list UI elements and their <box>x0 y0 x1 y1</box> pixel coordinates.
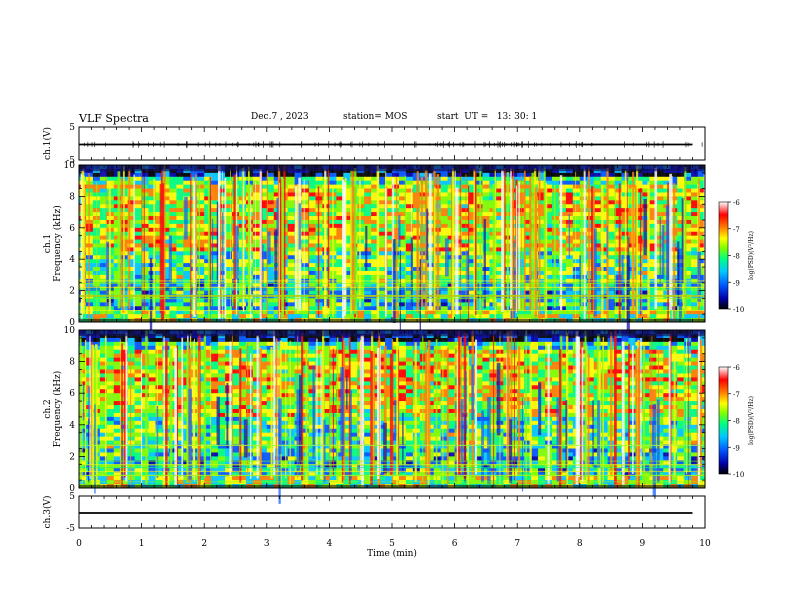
y-tick-label: 5 <box>69 123 75 133</box>
y-axis-label: Frequency (kHz) <box>52 205 63 282</box>
y-tick-label: -5 <box>66 156 75 166</box>
spectrogram-texture <box>79 165 705 322</box>
y-tick-label: 4 <box>69 255 75 265</box>
y-tick-label: 0 <box>69 318 75 328</box>
figure-title: VLF Spectra <box>79 112 149 125</box>
voltage-trace <box>79 141 703 148</box>
y-tick-label: 10 <box>64 161 76 171</box>
y-axis-label: ch.1 <box>43 234 53 253</box>
ch2-spectrogram <box>79 330 706 504</box>
y-tick-label: 2 <box>69 287 75 297</box>
station-label: station= MOS <box>343 112 408 122</box>
date-label: Dec.7 , 2023 <box>251 112 309 122</box>
colorbar-tick-label: -6 <box>733 199 740 207</box>
colorbar-tick-label: -10 <box>733 306 744 314</box>
colorbar-tick-label: -8 <box>733 253 740 261</box>
ch1-spectrogram <box>79 165 706 354</box>
colorbar-tick-label: -7 <box>733 226 740 234</box>
colorbar-label: log(PSD)(V²/Hz) <box>748 231 755 280</box>
y-axis-label: ch.1(V) <box>42 127 53 160</box>
colorbar-tick-label: -9 <box>733 279 740 287</box>
colorbar <box>718 201 729 310</box>
y-tick-label: 8 <box>69 192 75 202</box>
y-tick-label: 6 <box>69 224 75 234</box>
start-time-label: start UT = 13: 30: 1 <box>437 112 538 122</box>
